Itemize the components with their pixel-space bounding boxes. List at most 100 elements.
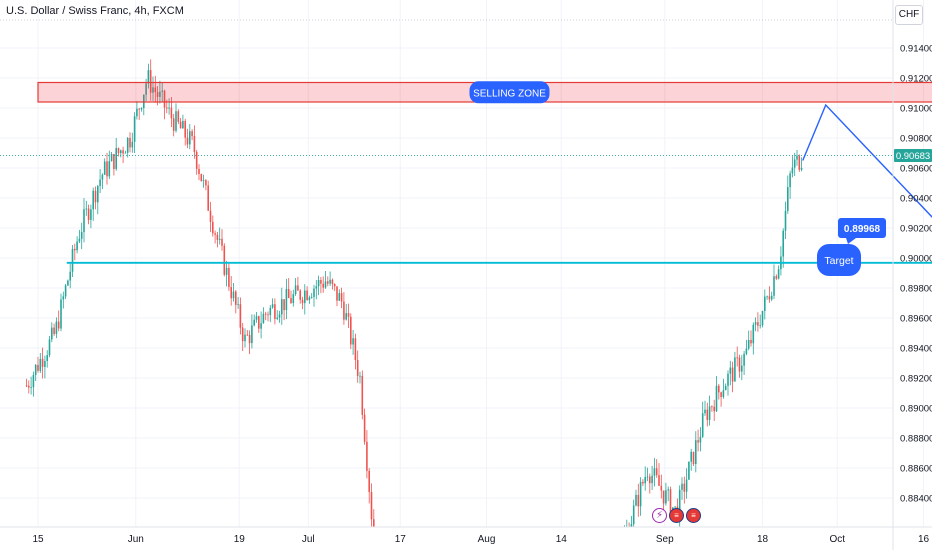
y-tick-label: 0.88800 — [900, 434, 932, 445]
candle — [329, 279, 331, 284]
candle — [667, 489, 669, 491]
candle — [41, 358, 44, 367]
candle — [285, 289, 288, 311]
candle — [218, 238, 221, 240]
y-tick-label: 0.89600 — [900, 314, 932, 325]
candle — [324, 281, 327, 288]
lightning-icon[interactable]: ⚡ — [652, 508, 667, 523]
y-tick-label: 0.91000 — [900, 104, 932, 115]
candle — [202, 180, 205, 182]
candle — [632, 505, 635, 525]
x-tick-label: Jun — [128, 534, 144, 545]
candle — [198, 168, 200, 174]
candle — [207, 185, 209, 211]
candle — [122, 150, 124, 154]
candle — [354, 338, 357, 361]
candle — [757, 322, 759, 326]
candle — [287, 289, 290, 299]
candle — [126, 138, 129, 153]
candle — [101, 174, 104, 180]
candle — [759, 325, 761, 327]
candle — [209, 210, 212, 222]
candle — [55, 321, 58, 334]
candle — [370, 492, 373, 520]
currency-button[interactable]: CHF — [895, 5, 923, 25]
us-flag-icon[interactable]: ≡ — [669, 508, 684, 523]
candle — [775, 276, 778, 279]
event-markers[interactable]: ⚡ ≡ ≡ — [652, 508, 701, 523]
candle — [752, 324, 755, 344]
candle — [170, 107, 173, 119]
candle — [34, 364, 37, 376]
candle — [166, 107, 168, 109]
candle — [340, 293, 343, 302]
candle — [200, 173, 203, 182]
candle — [743, 353, 745, 366]
candle — [83, 209, 85, 233]
x-tick-label: 17 — [395, 534, 407, 545]
y-tick-label: 0.90800 — [900, 134, 932, 145]
candle — [271, 304, 274, 308]
candle — [729, 367, 732, 374]
candle — [25, 385, 28, 387]
candle — [152, 87, 154, 93]
candle — [235, 291, 237, 305]
last-price-label: 0.90683 — [896, 151, 930, 162]
candle — [317, 279, 320, 287]
candle — [177, 111, 180, 122]
x-tick-label: 15 — [32, 534, 44, 545]
candle — [253, 319, 255, 326]
candle — [221, 238, 223, 246]
candle — [660, 485, 663, 491]
candle — [131, 141, 134, 148]
candle — [246, 334, 249, 336]
us-flag-icon[interactable]: ≡ — [686, 508, 701, 523]
candle — [796, 155, 798, 160]
candle — [361, 375, 364, 415]
candle — [80, 232, 83, 239]
candle — [356, 360, 359, 376]
candle — [793, 159, 796, 168]
candle — [195, 151, 198, 169]
candle — [651, 475, 653, 484]
candle — [304, 290, 306, 304]
candle — [306, 290, 308, 300]
candle — [299, 290, 301, 300]
x-tick-label: Sep — [656, 534, 674, 545]
candle — [69, 271, 71, 281]
candle — [237, 304, 239, 306]
candle — [138, 108, 140, 110]
target-price-label: 0.89968 — [844, 224, 881, 235]
candle — [283, 299, 285, 311]
candle — [241, 327, 244, 342]
symbol-title[interactable]: U.S. Dollar / Swiss Franc, 4h, FXCM — [6, 5, 184, 17]
candle — [274, 304, 276, 319]
candle — [685, 479, 688, 492]
candle — [768, 296, 771, 300]
candle — [695, 440, 697, 464]
candle — [140, 108, 143, 110]
candle — [738, 357, 741, 372]
candle — [706, 409, 709, 420]
candle — [773, 276, 775, 296]
annotations[interactable]: SELLING ZONE 0.89968 Target — [37, 81, 932, 276]
candle — [322, 283, 324, 288]
candle — [76, 241, 78, 251]
candle — [92, 190, 94, 210]
candle — [704, 409, 706, 414]
candle — [113, 154, 115, 170]
candle — [85, 208, 88, 210]
candle — [718, 385, 720, 393]
selling-zone-label: SELLING ZONE — [473, 88, 546, 99]
candle — [699, 436, 702, 443]
candle — [681, 483, 683, 490]
candle — [39, 358, 42, 371]
candle — [90, 209, 92, 220]
candle — [53, 327, 55, 334]
candle — [336, 286, 338, 301]
candle — [264, 313, 267, 315]
candle — [724, 385, 727, 391]
candle — [276, 317, 278, 319]
